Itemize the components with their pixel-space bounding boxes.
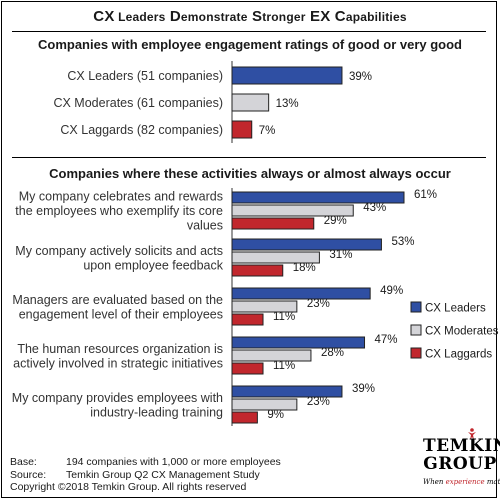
footer-source: Source: Temkin Group Q2 CX Management Stu…: [10, 469, 281, 482]
chart2-value-label: 39%: [352, 383, 375, 395]
chart2-category-label: My company actively solicits and acts: [15, 244, 223, 258]
chart2-value-label: 53%: [391, 236, 414, 248]
chart2-value-label: 23%: [307, 396, 330, 408]
footer-source-key: Source:: [10, 468, 47, 481]
chart1-category-label: CX Laggards (82 companies): [60, 123, 223, 137]
chart2-title: Companies where these activities always …: [49, 166, 451, 181]
legend-label: CX Leaders: [425, 303, 486, 315]
chart2-bar: [231, 264, 284, 277]
chart2-bar: [231, 238, 382, 251]
title-word: D: [169, 8, 181, 25]
chart2-value-label: 29%: [324, 215, 347, 227]
logo-line2: GROUP: [423, 454, 497, 474]
tagline-post: matters: [486, 478, 500, 486]
chart1-title: Companies with employee engagement ratin…: [37, 37, 462, 52]
chart2-bar: [231, 362, 264, 375]
chart1-bar: [231, 120, 253, 139]
chart2-category-label: The human resources organization is: [17, 342, 223, 356]
footer: Base: 194 companies with 1,000 or more em…: [10, 456, 281, 494]
chart2-category-label: upon employee feedback: [83, 258, 223, 272]
chart2-bar: [231, 191, 405, 204]
footer-base-value: 194 companies with 1,000 or more employe…: [66, 456, 281, 468]
chart2-bar: [231, 336, 366, 349]
temkin-group-logo: TEMKIN GROUP When experience matters: [423, 428, 500, 496]
chart2-value-label: 18%: [293, 262, 316, 274]
chart2-value-label: 43%: [363, 202, 386, 214]
title-word: S: [251, 8, 263, 25]
person-icon: [468, 428, 476, 440]
chart2-value-label: 11%: [273, 311, 295, 323]
chart1-bar: [231, 66, 343, 85]
chart2-bar: [231, 313, 264, 326]
chart1-bar: [231, 93, 270, 112]
chart2-category-label: the employees who exemplify its core: [15, 204, 223, 218]
title-word: apabilities: [345, 10, 407, 24]
chart2-value-label: 31%: [329, 249, 352, 261]
legend-swatch: [410, 301, 422, 313]
chart1-value-label: 39%: [349, 71, 372, 83]
legend-label: CX Moderates: [425, 326, 499, 338]
chart1-value-label: 7%: [259, 125, 276, 137]
logo-tagline: When experience matters: [423, 478, 500, 486]
title-word: emonstrate: [180, 10, 248, 24]
title-word: Leaders: [114, 10, 166, 24]
chart1-category-label: CX Leaders (51 companies): [67, 69, 223, 83]
chart2-category-label: Managers are evaluated based on the: [12, 293, 223, 307]
chart2-category-label: industry-leading training: [90, 405, 223, 419]
tagline-pre: When: [423, 478, 446, 486]
title-word: CX: [93, 8, 115, 25]
section-divider: [12, 157, 486, 158]
chart2-value-label: 47%: [375, 334, 398, 346]
chart2-value-label: 49%: [380, 285, 403, 297]
chart2-bar: [231, 349, 312, 362]
chart2-category-label: values: [187, 219, 223, 233]
chart2-bar: [231, 398, 298, 411]
chart2-bar: [231, 251, 320, 264]
chart2-bar: [231, 217, 315, 230]
chart2-value-label: 23%: [307, 298, 330, 310]
footer-copyright: Copyright ©2018 Temkin Group. All rights…: [10, 481, 247, 493]
footer-base: Base: 194 companies with 1,000 or more em…: [10, 456, 281, 469]
chart2-value-label: 61%: [414, 189, 437, 201]
chart2-value-label: 28%: [321, 347, 344, 359]
chart2-category-label: engagement level of their employees: [19, 307, 223, 321]
footer-source-value: Temkin Group Q2 CX Management Study: [66, 468, 260, 481]
title-word: EX: [309, 8, 331, 25]
chart2-bar: [231, 411, 258, 424]
chart2-bar: [231, 300, 298, 313]
chart1-category-label: CX Moderates (61 companies): [53, 96, 223, 110]
chart2-bar: [231, 204, 354, 217]
chart2-bar: [231, 287, 371, 300]
chart2-value-label: 11%: [273, 360, 295, 372]
legend-swatch: [410, 324, 422, 336]
chart2-category-label: My company celebrates and rewards: [19, 190, 223, 204]
title-rule: [12, 31, 486, 32]
chart2-category-label: My company provides employees with: [12, 391, 223, 405]
chart1-value-label: 13%: [276, 98, 299, 110]
legend-swatch: [410, 347, 422, 359]
chart2-category-label: actively involved in strategic initiativ…: [13, 356, 223, 370]
footer-base-key: Base:: [10, 456, 37, 468]
slide-title: CX Leaders Demonstrate Stronger EX Capab…: [0, 8, 500, 25]
logo-line1: TEMKIN: [423, 436, 500, 456]
chart2-value-label: 9%: [267, 409, 284, 421]
title-word: C: [334, 8, 346, 25]
legend-label: CX Laggards: [425, 349, 492, 361]
chart2-bar: [231, 385, 343, 398]
tagline-em: experience: [445, 478, 485, 486]
title-word: tronger: [262, 10, 306, 24]
